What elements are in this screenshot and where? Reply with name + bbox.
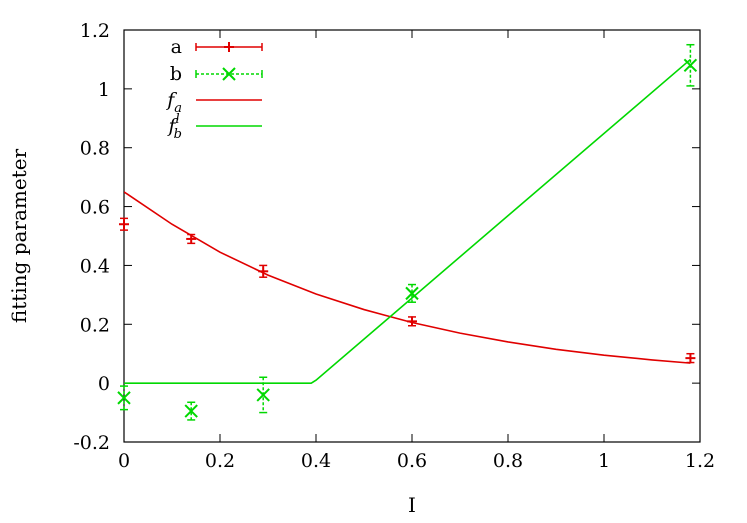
x-tick-label: 0.4 [301, 450, 331, 472]
y-tick-label: 0 [98, 373, 110, 395]
legend-label: a [171, 36, 182, 58]
data-point [683, 43, 698, 87]
marker-cross-b [222, 67, 236, 81]
legend-label-main: f [165, 89, 177, 111]
marker-cross-b [117, 391, 131, 405]
legend-label: fl b [166, 112, 182, 142]
series-b [117, 43, 698, 421]
legend-label-main: b [170, 63, 182, 85]
legend-label-main: a [171, 36, 182, 58]
legend-label-sub: a [174, 101, 182, 116]
x-tick-label: 0 [118, 450, 130, 472]
x-tick-label: 0.8 [493, 450, 523, 472]
series-f-b-l [124, 58, 691, 384]
data-point [405, 283, 419, 303]
plot-frame [123, 29, 701, 443]
data-point [685, 352, 696, 364]
axes: 0 0.2 0.4 0.6 0.8 1 1.2 -0.2 0 0.2 0.4 0.6 0.8 1 1.2 [73, 20, 715, 472]
y-tick-label: -0.2 [73, 432, 110, 454]
data-point [184, 401, 198, 421]
y-tick-label: 0.6 [80, 197, 110, 219]
data-point [119, 217, 129, 231]
series-line [124, 191, 691, 364]
y-tick-label: 0.4 [80, 255, 110, 277]
legend-label-sub: b [174, 127, 182, 142]
legend-label: b [170, 63, 182, 85]
plot-series [117, 43, 698, 421]
marker-cross-b [256, 388, 270, 402]
x-tick-label: 0.6 [397, 450, 427, 472]
legend-entry: a [171, 36, 263, 58]
legend-entry: b [170, 63, 263, 85]
legend-label-main: f [166, 115, 178, 137]
marker-cross-b [405, 286, 419, 301]
x-tick-label: 1.2 [685, 450, 715, 472]
x-tick-label: 1 [598, 450, 610, 472]
x-tick-label: 0.2 [205, 450, 235, 472]
data-point [117, 385, 131, 411]
series-line [124, 58, 691, 384]
y-tick-label: 0.2 [80, 314, 110, 336]
legend-label: fa [165, 89, 182, 116]
y-axis-label: fitting parameter [7, 148, 31, 323]
series-f-a [124, 191, 691, 364]
legend-entry: fa [165, 89, 262, 116]
series-a [119, 217, 696, 364]
legend-label-sup: l [176, 112, 180, 127]
x-axis-label: I [408, 493, 416, 517]
y-tick-label: 1.2 [80, 20, 110, 42]
marker-cross-b [683, 58, 698, 73]
legend-entry: fl b [166, 112, 262, 142]
marker-cross-b [184, 404, 198, 418]
y-tick-label: 0.8 [80, 138, 110, 160]
y-tick-label: 1 [98, 79, 110, 101]
